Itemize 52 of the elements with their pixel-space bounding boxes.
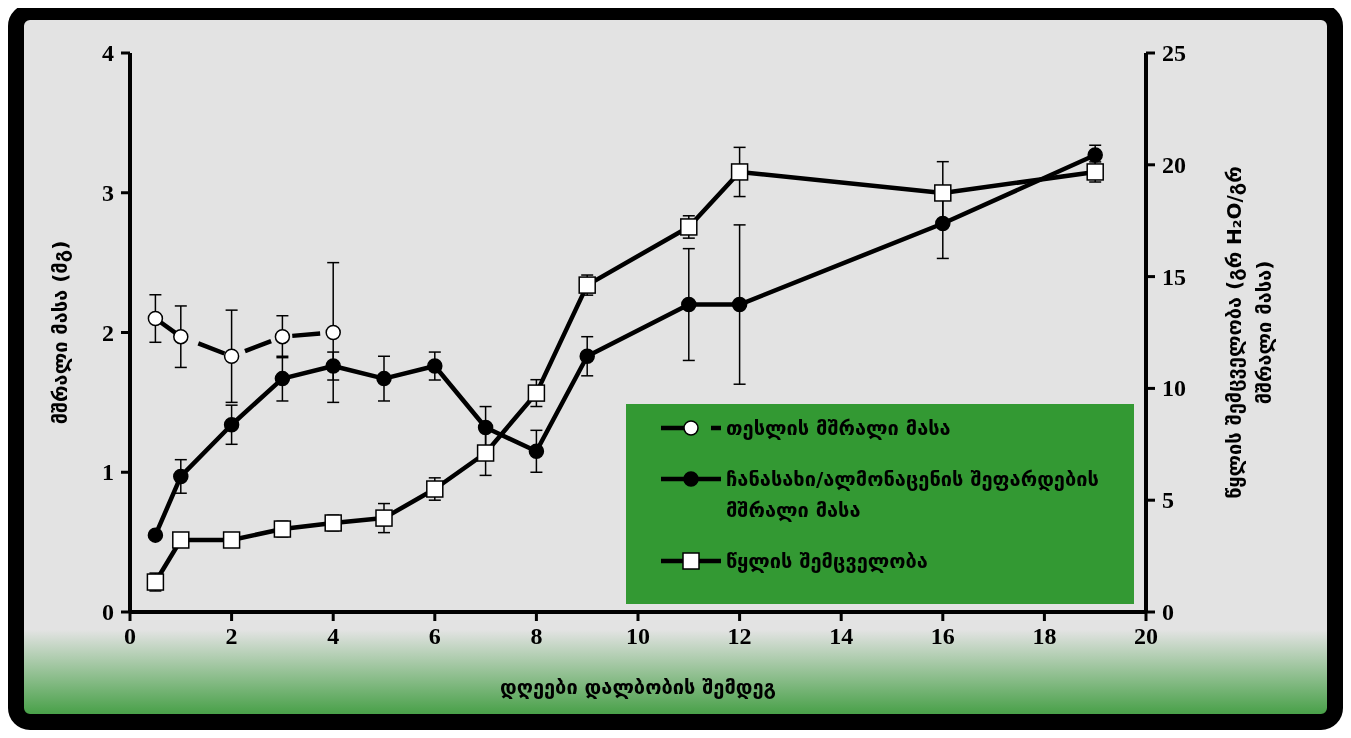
x-tick-label: 6: [428, 623, 441, 649]
y-tick-label: 0: [102, 599, 114, 625]
x-tick-label: 16: [930, 623, 955, 649]
x-tick-label: 20: [1134, 623, 1158, 649]
x-tick-label: 2: [225, 623, 238, 649]
x-tick-label: 10: [626, 623, 650, 649]
x-tick-label: 18: [1032, 623, 1057, 649]
y2-tick-label: 20: [1162, 151, 1186, 178]
point: [173, 328, 189, 345]
x-tick-label: 0: [124, 623, 136, 649]
x-tick-label: 12: [727, 623, 752, 649]
point: [476, 444, 495, 462]
point: [325, 358, 341, 374]
y2-axis-title: წყლის შემცველობა (გრ H₂O/გრ მშრალი მასა): [1222, 166, 1276, 499]
point: [528, 443, 545, 460]
x-axis-title: დღეები დალბობის შემდეგ: [499, 675, 777, 699]
y2-tick-label: 25: [1162, 40, 1186, 66]
point: [147, 310, 164, 327]
point: [274, 328, 291, 345]
point: [477, 419, 494, 436]
point: [173, 468, 189, 485]
x-tick-label: 4: [327, 623, 340, 649]
point: [579, 348, 595, 365]
point: [222, 531, 241, 549]
y-tick-label: 3: [102, 179, 114, 206]
point: [274, 370, 291, 387]
x-tick-label: 14: [829, 623, 854, 649]
y-tick-label: 1: [102, 459, 114, 486]
y2-tick-label: 0: [1162, 599, 1174, 625]
point: [934, 184, 952, 202]
y2-tick-label: 15: [1162, 263, 1186, 290]
point: [681, 296, 697, 313]
y2-tick-label: 10: [1162, 375, 1186, 402]
point: [427, 358, 443, 374]
point: [223, 348, 240, 365]
point: [147, 527, 164, 543]
y-tick-label: 4: [102, 40, 114, 66]
point: [172, 531, 190, 549]
point: [376, 370, 392, 387]
legend-label: ჩანასახი/ალმონაცენის შეფარდების მშრალი მასა: [726, 467, 1099, 522]
point: [223, 416, 240, 433]
point: [325, 324, 341, 341]
y-axis-title: მშრალი მასა (მგ): [48, 240, 72, 425]
legend-label: წყლის შემცველობა: [726, 549, 928, 573]
point: [731, 296, 748, 313]
legend-label: თესლის მშრალი მასა: [726, 416, 951, 440]
point: [375, 509, 393, 527]
x-tick-label: 8: [530, 623, 543, 649]
point: [527, 384, 546, 402]
point: [730, 163, 749, 181]
y2-tick-label: 5: [1162, 487, 1174, 514]
y-tick-label: 2: [102, 319, 114, 346]
